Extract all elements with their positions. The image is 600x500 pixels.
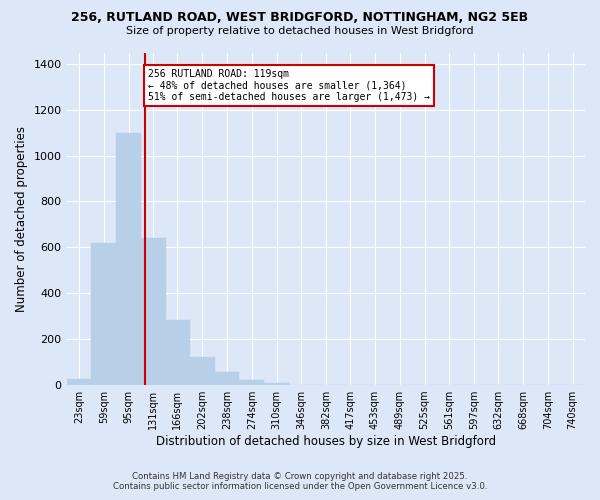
Bar <box>239 380 264 384</box>
Text: 256, RUTLAND ROAD, WEST BRIDGFORD, NOTTINGHAM, NG2 5EB: 256, RUTLAND ROAD, WEST BRIDGFORD, NOTTI… <box>71 11 529 24</box>
Text: Contains HM Land Registry data © Crown copyright and database right 2025.
Contai: Contains HM Land Registry data © Crown c… <box>113 472 487 491</box>
Bar <box>91 242 116 384</box>
X-axis label: Distribution of detached houses by size in West Bridgford: Distribution of detached houses by size … <box>156 434 496 448</box>
Text: 256 RUTLAND ROAD: 119sqm
← 48% of detached houses are smaller (1,364)
51% of sem: 256 RUTLAND ROAD: 119sqm ← 48% of detach… <box>148 68 430 102</box>
Bar <box>165 320 190 384</box>
Bar <box>116 132 141 384</box>
Text: Size of property relative to detached houses in West Bridgford: Size of property relative to detached ho… <box>126 26 474 36</box>
Y-axis label: Number of detached properties: Number of detached properties <box>15 126 28 312</box>
Bar <box>215 372 239 384</box>
Bar <box>141 238 166 384</box>
Bar <box>190 357 215 384</box>
Bar <box>264 383 289 384</box>
Bar <box>67 379 91 384</box>
